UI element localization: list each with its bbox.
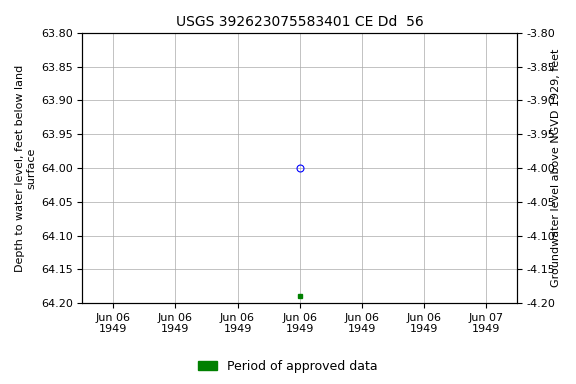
Title: USGS 392623075583401 CE Dd  56: USGS 392623075583401 CE Dd 56: [176, 15, 423, 29]
Legend: Period of approved data: Period of approved data: [194, 355, 382, 378]
Y-axis label: Groundwater level above NGVD 1929, feet: Groundwater level above NGVD 1929, feet: [551, 49, 561, 287]
Y-axis label: Depth to water level, feet below land
surface: Depth to water level, feet below land su…: [15, 65, 37, 271]
